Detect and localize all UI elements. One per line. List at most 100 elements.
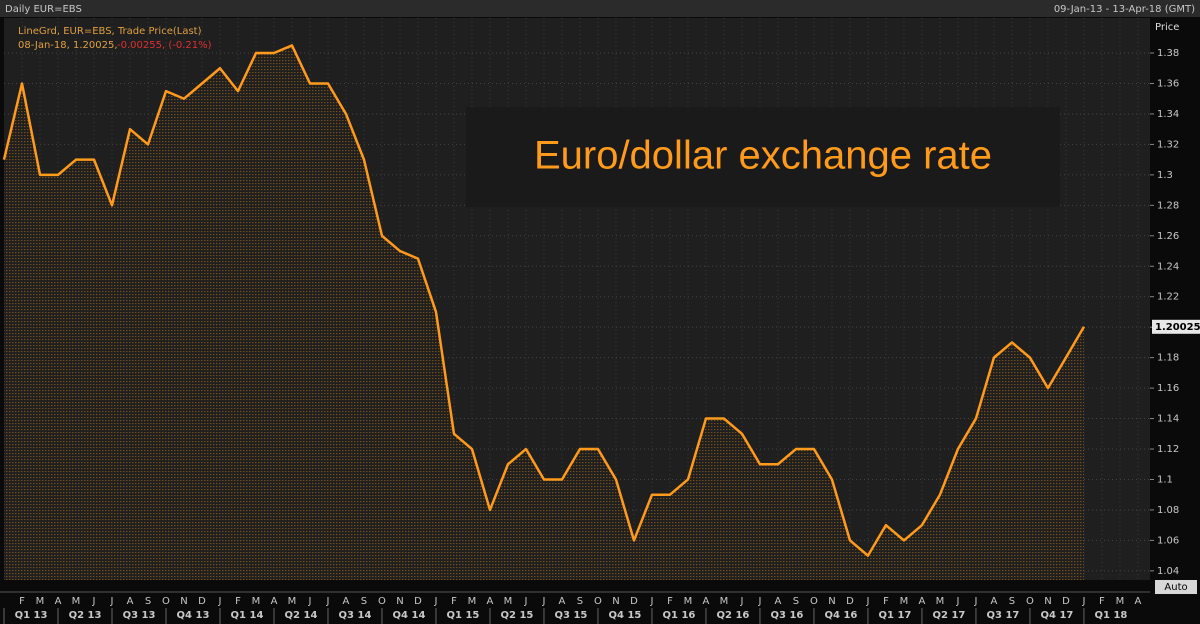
- quarter-label: Q1 15: [447, 610, 480, 621]
- x-tick-label: J: [649, 596, 653, 607]
- x-tick-label: F: [667, 596, 673, 607]
- header-range: 09-Jan-13 - 13-Apr-18 (GMT): [1054, 4, 1195, 15]
- annotation: Euro/dollar exchange rate: [534, 134, 992, 178]
- quarter-label: Q2 13: [69, 610, 102, 621]
- quarter-label: Q4 14: [393, 610, 426, 621]
- x-tick-label: A: [775, 596, 782, 607]
- quarter-label: Q3 17: [987, 610, 1020, 621]
- legend-change: -0.00255, (-0.21%): [117, 40, 212, 51]
- x-tick-label: N: [180, 596, 187, 607]
- y-tick-label: 1.1: [1157, 474, 1173, 485]
- x-tick-label: A: [559, 596, 566, 607]
- quarter-label: Q1 13: [15, 610, 48, 621]
- x-tick-label: O: [1026, 596, 1034, 607]
- x-tick-label: O: [162, 596, 170, 607]
- y-tick-label: 1.06: [1157, 535, 1179, 546]
- quarter-label: Q1 18: [1095, 610, 1128, 621]
- line: [2, 44, 1086, 557]
- x-tick-label: A: [1135, 596, 1142, 607]
- y-tick-label: 1.34: [1157, 109, 1179, 120]
- x-tick-label: J: [523, 596, 527, 607]
- auto-button[interactable]: [1155, 580, 1197, 594]
- x-tick-label: F: [19, 596, 25, 607]
- x-tick-label: A: [991, 596, 998, 607]
- quarter-label: Q4 13: [177, 610, 210, 621]
- x-tick-label: J: [739, 596, 743, 607]
- x-tick-label: D: [630, 596, 638, 607]
- x-tick-label: J: [955, 596, 959, 607]
- header-title: Daily EUR=EBS: [5, 4, 82, 15]
- x-tick-label: N: [396, 596, 403, 607]
- last-price-box: [1152, 319, 1200, 334]
- x-tick-label: J: [326, 596, 330, 607]
- y-tick-label: 1.38: [1157, 48, 1179, 59]
- quarter-label: Q1 16: [663, 610, 696, 621]
- x-tick-label: A: [343, 596, 350, 607]
- x-tick-label: M: [468, 596, 477, 607]
- x-tick-label: J: [541, 596, 545, 607]
- x-tick-label: M: [504, 596, 513, 607]
- x-tick-label: F: [235, 596, 241, 607]
- y-tick-label: 1.16: [1157, 383, 1179, 394]
- y-tick-label: 1.04: [1157, 566, 1179, 577]
- x-tick-label: F: [1099, 596, 1105, 607]
- y-tick-label: 1.24: [1157, 261, 1179, 272]
- x-tick-label: M: [720, 596, 729, 607]
- x-tick-label: S: [793, 596, 799, 607]
- x-tick-label: J: [110, 596, 114, 607]
- x-tick-label: A: [127, 596, 134, 607]
- y-tick-label: 1.32: [1157, 139, 1179, 150]
- x-tick-label: D: [198, 596, 206, 607]
- x-tick-label: M: [72, 596, 81, 607]
- x-tick-label: A: [55, 596, 62, 607]
- x-tick-label: S: [145, 596, 151, 607]
- y-tick-label: 1.22: [1157, 292, 1179, 303]
- legend-date: 08-Jan-18, 1.20025,: [18, 40, 118, 51]
- x-tick-label: S: [1009, 596, 1015, 607]
- quarter-label: Q3 16: [771, 610, 804, 621]
- quarter-label: Q2 17: [933, 610, 966, 621]
- x-tick-label: M: [288, 596, 297, 607]
- x-tick-label: J: [757, 596, 761, 607]
- y-tick-label: 1.3: [1157, 170, 1173, 181]
- x-tick-label: J: [92, 596, 96, 607]
- x-tick-label: J: [434, 596, 438, 607]
- y-tick-label: 1.12: [1157, 444, 1179, 455]
- quarter-label: Q4 15: [609, 610, 642, 621]
- y-axis-label: Price: [1155, 22, 1179, 33]
- auto-button-label[interactable]: Auto: [1164, 582, 1187, 593]
- y-tick-label: 1.18: [1157, 353, 1179, 364]
- x-tick-label: N: [612, 596, 619, 607]
- legend-line1: LineGrd, EUR=EBS, Trade Price(Last): [18, 26, 202, 37]
- x-tick-label: N: [1044, 596, 1051, 607]
- quarter-label: Q2 14: [285, 610, 318, 621]
- x-tick-label: M: [1116, 596, 1125, 607]
- x-tick-label: D: [846, 596, 854, 607]
- x-tick-label: S: [577, 596, 583, 607]
- x-tick-label: O: [378, 596, 386, 607]
- quarter-label: Q3 15: [555, 610, 588, 621]
- quarter-label: Q2 15: [501, 610, 534, 621]
- x-tick-label: A: [271, 596, 278, 607]
- y-tick-label: 1.08: [1157, 505, 1179, 516]
- x-tick-label: J: [973, 596, 977, 607]
- x-tick-label: O: [810, 596, 818, 607]
- quarter-label: Q1 17: [879, 610, 912, 621]
- quarter-label: Q4 17: [1041, 610, 1074, 621]
- x-tick-label: S: [361, 596, 367, 607]
- x-tick-label: A: [487, 596, 494, 607]
- quarter-label: Q4 16: [825, 610, 858, 621]
- x-tick-label: M: [684, 596, 693, 607]
- x-tick-label: A: [703, 596, 710, 607]
- x-tick-label: M: [36, 596, 45, 607]
- x-tick-label: N: [828, 596, 835, 607]
- quarter-label: Q3 13: [123, 610, 156, 621]
- x-tick-label: D: [1062, 596, 1070, 607]
- quarter-label: Q3 14: [339, 610, 372, 621]
- y-tick-label: 1.26: [1157, 231, 1179, 242]
- x-tick-label: F: [451, 596, 457, 607]
- x-tick-label: J: [308, 596, 312, 607]
- area: [4, 45, 1084, 581]
- y-tick-label: 1.28: [1157, 200, 1179, 211]
